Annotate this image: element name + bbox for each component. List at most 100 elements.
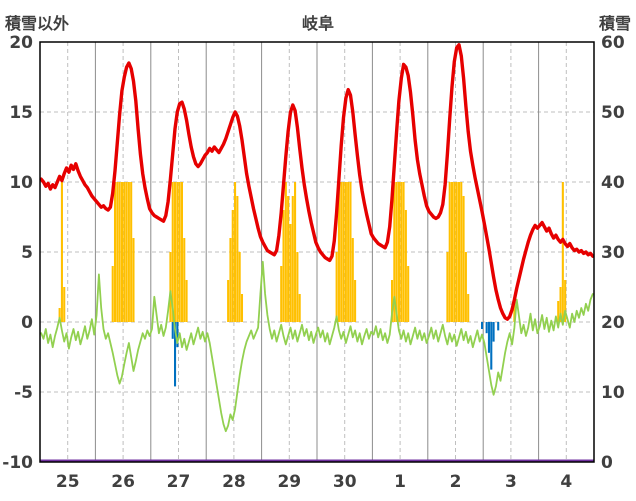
- orange-bars: [296, 252, 299, 322]
- orange-bars: [460, 182, 463, 322]
- orange-bars: [298, 294, 301, 322]
- orange-bars: [340, 182, 343, 322]
- orange-bars: [462, 196, 465, 322]
- orange-bars: [180, 182, 183, 322]
- y-right-tick-label: 50: [601, 103, 625, 123]
- orange-bars: [125, 182, 128, 322]
- orange-bars: [111, 266, 114, 322]
- orange-bars: [451, 182, 454, 322]
- orange-bars: [116, 182, 119, 322]
- y-left-tick-label: 0: [21, 313, 33, 333]
- orange-bars: [178, 182, 181, 322]
- orange-bars: [559, 287, 562, 322]
- orange-bars: [118, 182, 121, 322]
- x-tick-label: 4: [560, 472, 572, 492]
- y-left-tick-label: 5: [21, 243, 33, 263]
- orange-bars: [240, 294, 244, 322]
- x-tick-label: 2: [450, 472, 462, 492]
- blue-bars: [487, 322, 491, 353]
- orange-bars: [123, 182, 126, 322]
- orange-bars: [464, 252, 467, 322]
- orange-bars: [236, 196, 239, 322]
- green-line: [40, 260, 594, 433]
- left-axis-title: 積雪以外: [5, 14, 70, 33]
- orange-bars: [127, 182, 130, 322]
- orange-bars: [174, 182, 177, 322]
- orange-bars: [354, 280, 357, 322]
- y-left-tick-label: -10: [2, 453, 33, 473]
- orange-bars: [349, 182, 352, 322]
- x-tick-label: 3: [505, 472, 517, 492]
- orange-bars: [337, 182, 340, 322]
- orange-bars: [289, 224, 292, 322]
- y-right-tick-label: 10: [601, 383, 625, 403]
- y-left-tick-label: -5: [14, 383, 33, 403]
- orange-bars: [231, 210, 234, 322]
- orange-bars: [287, 196, 290, 322]
- orange-bars: [347, 182, 350, 322]
- x-tick-label: 25: [56, 472, 80, 492]
- orange-bars: [393, 182, 396, 322]
- orange-bars: [282, 210, 285, 322]
- x-tick-label: 29: [277, 472, 301, 492]
- orange-bars: [513, 301, 516, 322]
- orange-bars: [60, 182, 63, 322]
- orange-bars: [291, 196, 294, 322]
- orange-bars: [557, 301, 560, 322]
- right-axis-title: 積雪: [598, 14, 631, 33]
- orange-bars: [335, 252, 338, 322]
- blue-bars: [171, 322, 174, 339]
- orange-bars: [344, 182, 347, 322]
- blue-bars: [492, 322, 495, 342]
- orange-bars: [457, 182, 460, 322]
- orange-bars: [453, 182, 456, 322]
- orange-bars: [120, 182, 123, 322]
- orange-bars: [400, 182, 403, 322]
- red-line: [39, 43, 595, 321]
- orange-bars: [395, 182, 398, 322]
- orange-bars: [171, 182, 174, 322]
- orange-bars: [407, 266, 410, 322]
- y-right-tick-label: 20: [601, 313, 625, 333]
- orange-bars: [294, 182, 297, 322]
- x-tick-label: 28: [222, 472, 246, 492]
- y-right-tick-label: 30: [601, 243, 625, 263]
- orange-bars: [234, 182, 237, 322]
- orange-bars: [176, 182, 179, 322]
- orange-bars: [564, 280, 567, 322]
- plot-border: [39, 41, 595, 463]
- x-tick-label: 27: [167, 472, 191, 492]
- orange-bars: [404, 210, 407, 322]
- orange-bars: [185, 280, 188, 322]
- y-left-tick-label: 15: [9, 103, 33, 123]
- blue-bars: [481, 322, 484, 329]
- y-right-tick-label: 40: [601, 173, 625, 193]
- orange-bars: [397, 182, 400, 322]
- x-tick-label: 1: [394, 472, 406, 492]
- chart-title: 岐阜: [301, 14, 334, 33]
- blue-bars: [485, 322, 488, 334]
- orange-bars: [229, 238, 232, 322]
- orange-bars: [130, 182, 133, 322]
- orange-bars: [280, 266, 283, 322]
- orange-bars: [284, 182, 287, 322]
- y-right-tick-label: 60: [601, 33, 625, 53]
- orange-bars: [455, 182, 458, 322]
- orange-bars: [238, 252, 241, 322]
- orange-bars: [113, 182, 117, 322]
- orange-bars: [351, 238, 354, 322]
- orange-bars: [390, 280, 394, 322]
- orange-bars: [342, 182, 345, 322]
- blue-bars: [497, 322, 500, 331]
- y-right-tick-label: 0: [601, 453, 613, 473]
- orange-bars: [63, 287, 66, 322]
- orange-bars: [467, 294, 470, 322]
- orange-bars: [561, 182, 564, 322]
- chart-header: 積雪以外 岐阜 積雪: [0, 8, 636, 40]
- blue-bars: [174, 322, 177, 387]
- blue-bars: [176, 322, 179, 348]
- orange-bars: [183, 238, 186, 322]
- orange-bars: [58, 308, 61, 322]
